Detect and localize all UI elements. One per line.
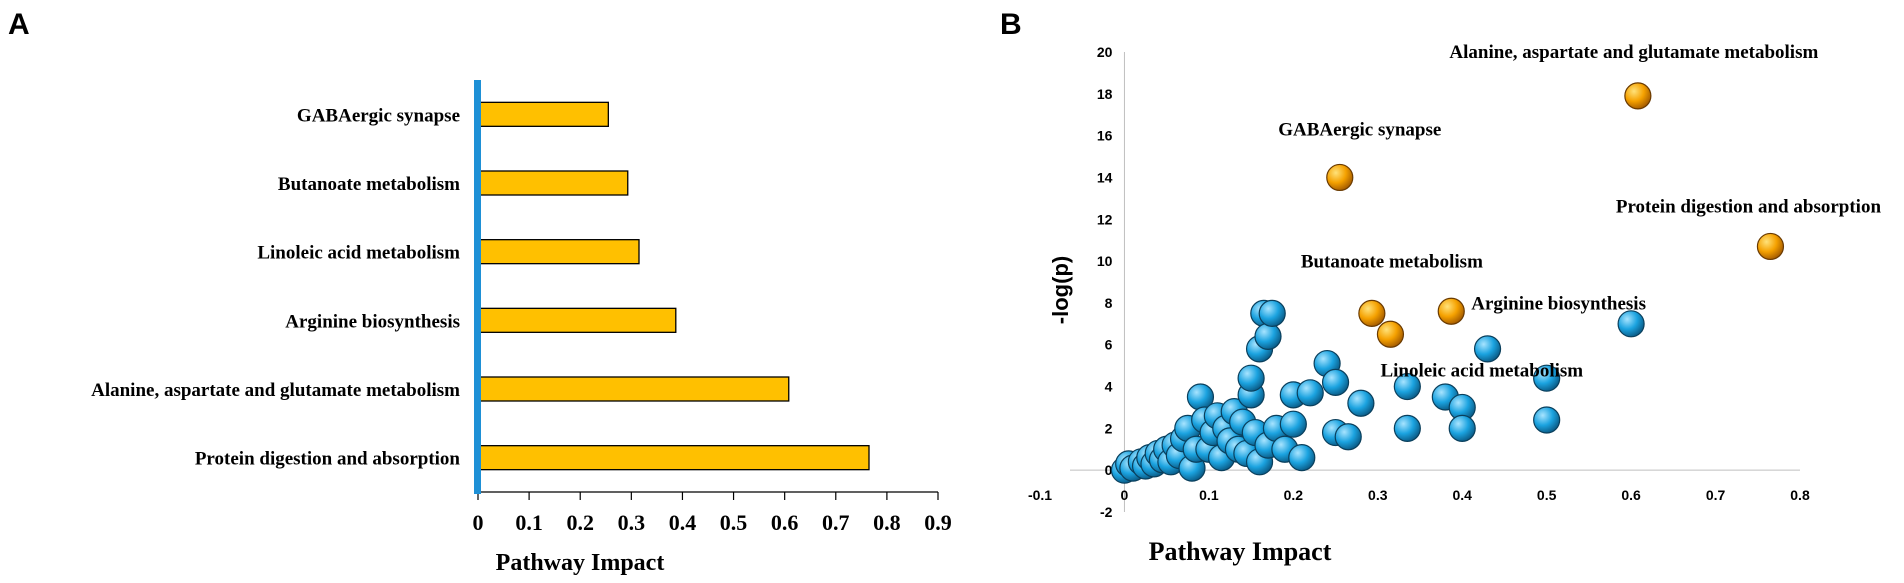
data-point [1393, 414, 1421, 442]
x-tick-label: 0.1 [515, 510, 543, 535]
data-point [1254, 322, 1282, 350]
category-label: Arginine biosynthesis [285, 311, 460, 332]
x-tick-label: 0.7 [822, 510, 850, 535]
panel-label-a: A [8, 8, 30, 41]
x-tick-label: 0.6 [1621, 487, 1641, 503]
y-tick-labels: -2 0 2 4 6 8 10 12 14 16 18 20 [1097, 44, 1113, 520]
point-annotation: Linoleic acid metabolism [1380, 360, 1583, 381]
data-point [1279, 410, 1307, 438]
point-annotation: Butanoate metabolism [1301, 251, 1483, 272]
x-tick-label: 0.4 [669, 510, 697, 535]
highlighted-point [1376, 320, 1405, 348]
bar [477, 170, 629, 196]
panel-label-b: B [1000, 8, 1022, 41]
y-tick-label: 0 [1105, 462, 1113, 478]
x-tick-label: -0.1 [1028, 487, 1052, 503]
highlighted-point [1358, 299, 1386, 327]
bar [477, 376, 790, 402]
y-tick-label: 8 [1105, 295, 1113, 311]
y-tick-label: 16 [1097, 128, 1113, 144]
y-tick-label: 14 [1097, 169, 1113, 185]
bar [477, 239, 640, 265]
category-label: GABAergic synapse [297, 105, 460, 126]
y-tick-label: 4 [1105, 379, 1113, 395]
bar [477, 445, 870, 471]
annotations: Alanine, aspartate and glutamate metabol… [1278, 42, 1881, 381]
x-tick-label: 0.9 [924, 510, 952, 535]
data-point [1296, 379, 1324, 407]
y-tick-label: 2 [1105, 420, 1113, 436]
category-label: Alanine, aspartate and glutamate metabol… [91, 380, 460, 401]
category-label: Butanoate metabolism [278, 174, 460, 195]
x-tick-label: 0 [473, 510, 484, 535]
x-tick-label: 0.5 [720, 510, 748, 535]
x-tick-labels: -0.1 0 0.1 0.2 0.3 0.4 0.5 0.6 0.7 0.8 [1028, 487, 1810, 503]
data-point [1258, 299, 1286, 327]
point-annotation: Alanine, aspartate and glutamate metabol… [1449, 42, 1818, 63]
x-tick-label: 0.8 [1790, 487, 1810, 503]
x-tick-labels: 0 0.1 0.2 0.3 0.4 0.5 0.6 0.7 0.8 0.9 [473, 492, 952, 535]
highlighted-point [1437, 297, 1465, 325]
data-point [1533, 364, 1561, 392]
x-tick-label: 0.2 [1284, 487, 1304, 503]
x-axis-label: Pathway Impact [1149, 537, 1332, 566]
y-tick-label: 20 [1097, 44, 1113, 60]
data-point [1237, 364, 1265, 392]
data-point [1347, 389, 1375, 417]
y-tick-label: 10 [1097, 253, 1113, 269]
x-tick-label: 0.1 [1199, 487, 1219, 503]
x-tick-label: 0.4 [1452, 487, 1472, 503]
data-point [1617, 310, 1645, 338]
y-tick-label: -2 [1100, 504, 1113, 520]
data-point [1448, 414, 1476, 442]
category-labels: GABAergic synapse Butanoate metabolism Lin… [91, 105, 460, 469]
data-point [1334, 423, 1362, 451]
x-tick-label: 0.7 [1706, 487, 1726, 503]
highlighted-point [1756, 232, 1785, 261]
bar [477, 101, 609, 127]
highlighted-point [1624, 82, 1652, 110]
data-point [1321, 368, 1350, 396]
point-annotation: Arginine biosynthesis [1471, 293, 1646, 314]
point-annotation: Protein digestion and absorption [1616, 196, 1882, 217]
x-tick-label: 0.5 [1537, 487, 1557, 503]
x-tick-label: 0 [1121, 487, 1129, 503]
data-point [1288, 444, 1316, 472]
category-label: Linoleic acid metabolism [257, 243, 460, 264]
x-tick-label: 0.8 [873, 510, 901, 535]
x-tick-label: 0.2 [566, 510, 594, 535]
point-group [1110, 299, 1645, 484]
bar-group [477, 101, 870, 471]
y-axis-bar [474, 80, 481, 494]
x-axis-label: Pathway Impact [496, 550, 665, 576]
x-tick-label: 0.6 [771, 510, 799, 535]
data-point [1393, 372, 1421, 401]
bar-chart-pathway-impact: GABAergic synapse Butanoate metabolism Lin… [91, 80, 952, 576]
y-tick-label: 12 [1097, 211, 1113, 227]
bar [477, 307, 677, 333]
data-point [1533, 406, 1561, 434]
scatter-chart-pathway-impact: -0.1 0 0.1 0.2 0.3 0.4 0.5 0.6 0.7 0.8 -2 0 2 4 6 8 10 1… [1028, 42, 1882, 566]
y-tick-label: 18 [1097, 86, 1113, 102]
highlighted-point-group [1326, 82, 1785, 348]
y-tick-label: 6 [1105, 337, 1113, 353]
data-point [1473, 335, 1502, 363]
x-tick-label: 0.3 [1368, 487, 1388, 503]
highlighted-point [1326, 163, 1354, 192]
y-axis-label: -log(p) [1048, 256, 1073, 324]
x-tick-label: 0.3 [618, 510, 646, 535]
point-annotation: GABAergic synapse [1278, 119, 1441, 140]
category-label: Protein digestion and absorption [195, 449, 461, 470]
